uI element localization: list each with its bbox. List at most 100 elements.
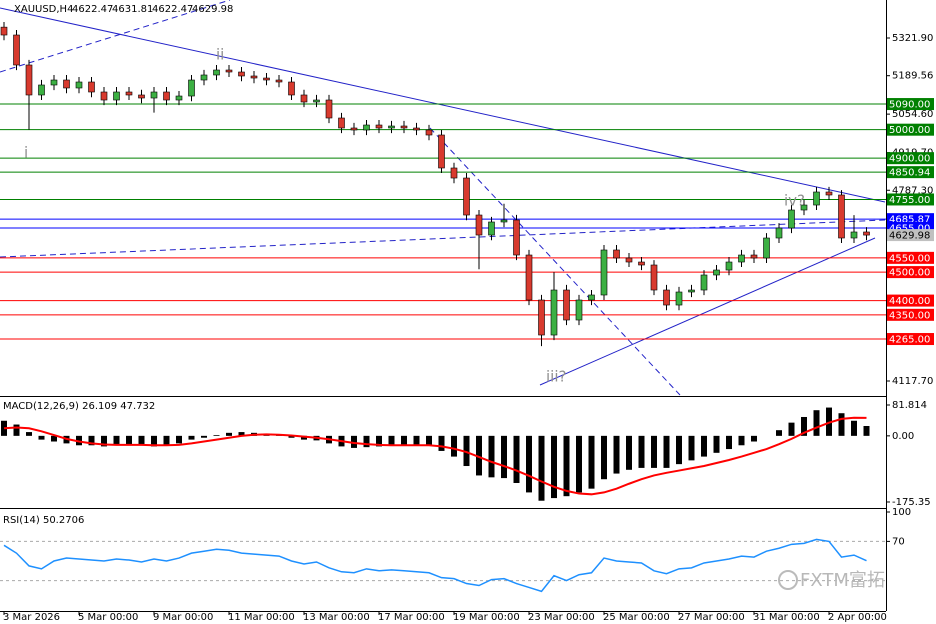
candle-body [38, 84, 45, 96]
macd-bar [176, 435, 182, 444]
macd-panel: 81.814 0.00 -175.35 MACD(12,26,9) 26.109 47… [1, 400, 931, 508]
candle-body [238, 71, 245, 77]
candle-body [188, 79, 195, 97]
candle-body [563, 289, 570, 321]
candle-body [638, 261, 645, 266]
macd-bar [351, 435, 357, 448]
candle-body [113, 91, 120, 101]
x-tick-label: 5 Mar 00:00 [78, 612, 138, 623]
candle-body [225, 69, 233, 73]
x-tick-label: 25 Mar 00:00 [603, 612, 670, 623]
candle-body [50, 79, 58, 86]
x-tick-label: 3 Mar 2026 [3, 612, 60, 623]
macd-bar [813, 410, 820, 436]
level-box [887, 308, 934, 321]
level-label: 4655.00 [889, 223, 930, 234]
y-tick-label: 4117.70 [892, 376, 933, 387]
macd-bar [26, 432, 32, 436]
macd-bar [601, 435, 607, 480]
candle-body [488, 221, 495, 236]
macd-bar [738, 435, 745, 446]
candle-body [63, 79, 70, 89]
candle-body [475, 214, 483, 236]
candle-body [613, 249, 620, 259]
candle-body [625, 257, 633, 263]
y-tick-label: 4787.30 [892, 185, 933, 196]
macd-bar [51, 435, 57, 442]
candle-body [438, 134, 445, 169]
macd-bar [13, 424, 20, 436]
x-tick-label: 23 Mar 00:00 [528, 612, 595, 623]
candle-body [75, 81, 83, 89]
macd-bar [688, 435, 695, 461]
macd-bar [638, 435, 645, 468]
x-tick-label: 17 Mar 00:00 [378, 612, 445, 623]
x-tick-label: 9 Mar 00:00 [153, 612, 213, 623]
candle-body [100, 91, 108, 101]
macd-bar [476, 435, 482, 476]
macd-bar [651, 435, 657, 468]
candle-body [688, 289, 695, 293]
panel-title: MACD(12,26,9) 26.109 47.732 [3, 401, 155, 412]
y-tick-label: 5189.56 [892, 71, 933, 82]
level-box [887, 266, 934, 279]
candle-body [813, 191, 820, 206]
y-tick-label: 81.814 [892, 400, 927, 411]
level-label: 4550.00 [889, 253, 930, 264]
candle-body [400, 125, 408, 129]
candle-body [25, 64, 33, 96]
level-label: 4265.00 [889, 335, 930, 346]
macd-bar [288, 435, 295, 438]
wave-label: iii? [546, 368, 566, 386]
level-box [887, 193, 934, 206]
candle-body [163, 91, 170, 101]
macd-bar [401, 435, 407, 446]
trend-lines [0, 0, 886, 396]
signal-line [3, 416, 867, 496]
macd-bar [413, 435, 420, 446]
macd-bar [576, 435, 582, 493]
macd-bar [513, 435, 520, 483]
macd-bar [563, 435, 570, 497]
macd-bar [726, 435, 732, 450]
macd-bar [388, 435, 395, 447]
macd-bar [501, 435, 507, 479]
trend-line [0, 219, 886, 258]
macd-bar [151, 435, 157, 447]
macd-bar [426, 435, 432, 446]
macd-bar [613, 435, 620, 474]
macd-bar [588, 435, 595, 489]
level-box [887, 333, 934, 346]
header-value: 4631.81 [112, 4, 153, 15]
trend-line [539, 237, 876, 386]
candle-body [663, 289, 670, 306]
candle-body [350, 127, 358, 131]
level-label: 5090.00 [889, 100, 930, 111]
candle-body [863, 231, 870, 236]
x-tick-label: 27 Mar 00:00 [678, 612, 745, 623]
wave-label: ii [216, 46, 224, 64]
trend-line [0, 7, 886, 203]
level-label: 5000.00 [889, 125, 930, 136]
wave-label: i [24, 144, 28, 162]
macd-bar [463, 435, 470, 467]
y-tick-label: -175.35 [892, 497, 931, 508]
chart-title: XAUUSD,H4 [14, 4, 73, 15]
watermark: FXTM富拓 [800, 570, 885, 591]
candle-body [363, 124, 370, 131]
macd-bar [526, 435, 532, 493]
y-tick-label: 70 [892, 536, 905, 547]
rsi-panel: 100 70 RSI(14) 50.2706 [0, 507, 911, 593]
candle-body [125, 91, 133, 96]
candle-body [450, 167, 458, 179]
candle-body [575, 299, 583, 321]
macd-bar [538, 435, 545, 501]
macd-bar [788, 422, 795, 436]
candle-body [13, 34, 20, 66]
macd-bar [101, 435, 107, 447]
price-panel: 5321.905189.565054.604919.704787.304117.… [0, 4, 934, 623]
candle-body [713, 269, 720, 276]
watermark-logo [778, 570, 798, 590]
candle-body [300, 94, 308, 103]
header-value: 4622.47 [152, 4, 193, 15]
